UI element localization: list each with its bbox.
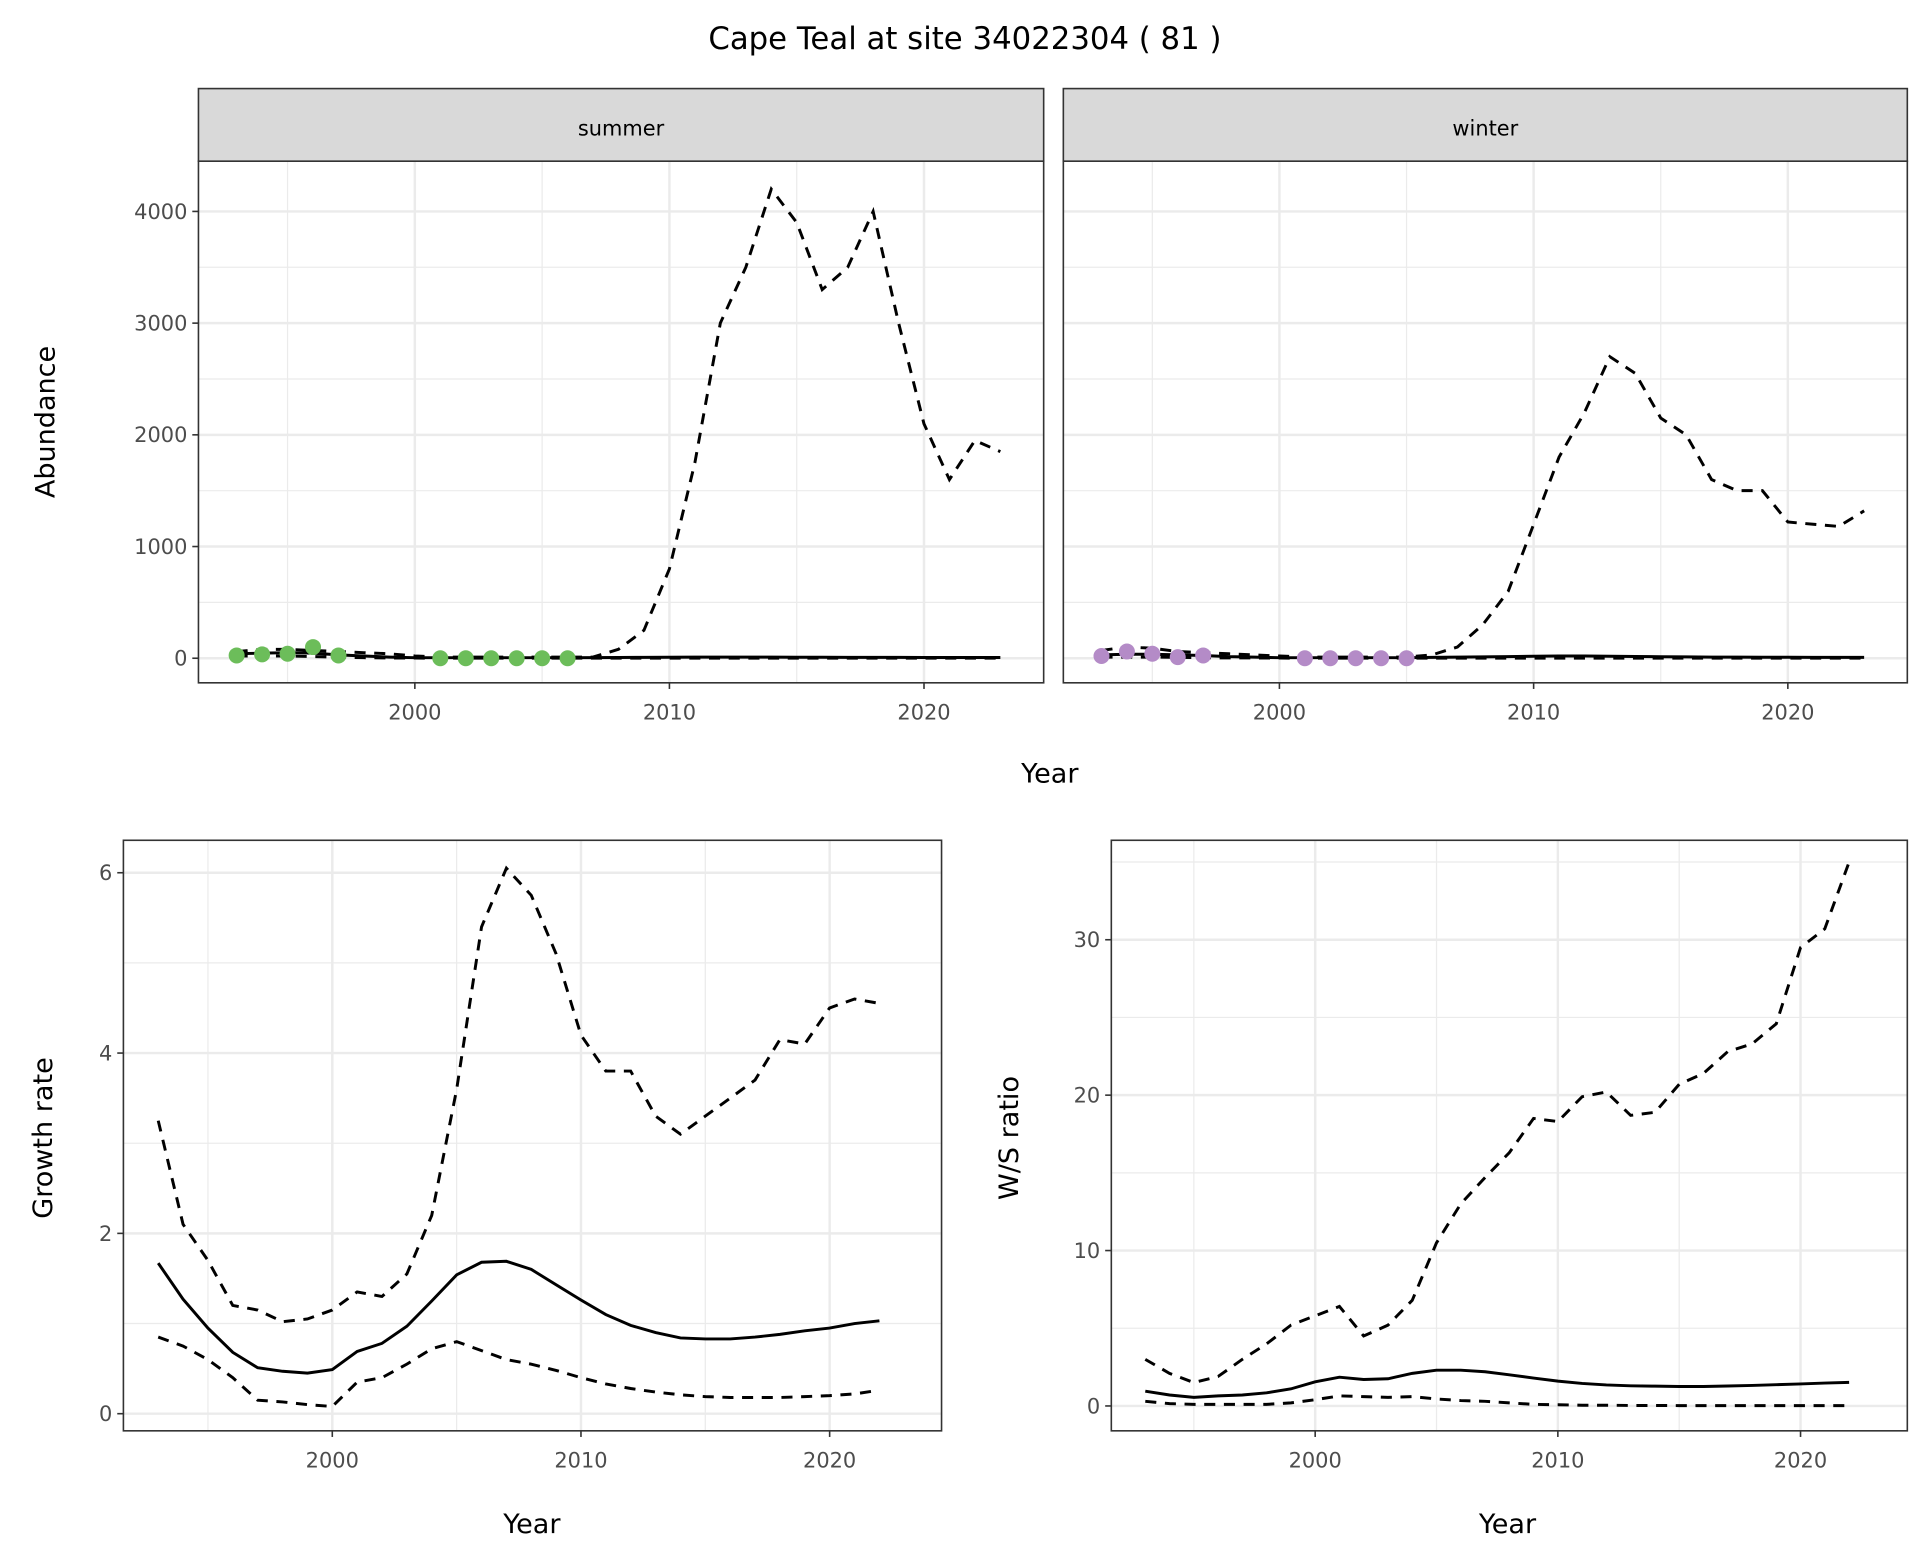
x-tick-label: 2020 [1774, 1449, 1827, 1473]
count-point [330, 647, 347, 664]
count-point [1296, 650, 1313, 667]
x-tick-label: 2010 [643, 701, 696, 725]
count-point [483, 650, 500, 667]
lower-bound-line [236, 654, 1001, 660]
y-tick-label: 6 [99, 861, 112, 885]
upper-bound-line [156, 865, 880, 1324]
y-tick-label: 2000 [134, 423, 187, 447]
count-point [1373, 650, 1390, 667]
upper-bound-line [236, 185, 1001, 659]
chart-title: Cape Teal at site 34022304 ( 81 ) [708, 21, 1221, 57]
lower-bound-line [157, 1335, 880, 1408]
y-tick-label: 2 [99, 1222, 112, 1246]
upper-bound-line [1101, 354, 1865, 659]
plot-background [1063, 161, 1908, 683]
x-tick-label: 2000 [388, 701, 441, 725]
panel-growth: 2000 2010 2020 0 2 4 6 [99, 839, 943, 1473]
panel-border [1110, 839, 1909, 1432]
x-tick-label: 2010 [1531, 1449, 1584, 1473]
lower-bound-line [1101, 655, 1865, 660]
x-axis-label-growth: Year [502, 1509, 561, 1540]
count-point [1118, 643, 1135, 660]
count-point [534, 650, 551, 667]
plot-background [123, 840, 942, 1431]
count-point [1144, 645, 1161, 662]
count-point [1093, 648, 1110, 664]
x-axis-label-abundance: Year [1020, 758, 1079, 789]
count-point [457, 650, 474, 667]
x-tick-label: 2000 [1289, 1449, 1342, 1473]
x-tick-label: 2020 [803, 1449, 856, 1473]
y-tick-label: 4000 [134, 200, 187, 224]
count-point [279, 645, 296, 662]
panel-summer: 2000 2010 2020 0 1000 2000 3000 4000 summer [134, 87, 1045, 725]
count-point [1398, 650, 1415, 667]
count-point [228, 647, 245, 664]
panel-ratio: 2000 2010 2020 0 10 20 30 [1074, 839, 1909, 1473]
y-tick-label: 0 [174, 647, 187, 671]
x-tick-label: 2020 [897, 701, 950, 725]
panel-border [122, 839, 943, 1432]
plot-background [198, 161, 1044, 683]
estimate-line [1145, 1368, 1850, 1399]
count-point [432, 650, 449, 667]
y-tick-label: 1000 [134, 535, 187, 559]
x-tick-label: 2010 [554, 1449, 607, 1473]
y-tick-label: 10 [1074, 1239, 1101, 1263]
count-point [254, 646, 271, 663]
facet-strip-label: summer [578, 116, 665, 140]
count-point [559, 650, 576, 667]
facet-strip [197, 87, 1045, 162]
y-tick-label: 20 [1074, 1084, 1101, 1108]
count-point [1347, 650, 1364, 667]
y-tick-label: 0 [99, 1402, 112, 1426]
facet-strip [1062, 87, 1909, 162]
y-tick-label: 4 [99, 1041, 112, 1065]
count-point [1169, 649, 1186, 666]
y-tick-label: 0 [1087, 1394, 1100, 1418]
x-tick-label: 2000 [306, 1449, 359, 1473]
y-axis-label-ratio: W/S ratio [994, 1076, 1025, 1200]
y-tick-label: 3000 [134, 312, 187, 336]
y-axis-label-abundance: Abundance [31, 346, 62, 498]
x-axis-label-ratio: Year [1478, 1509, 1537, 1540]
estimate-line [157, 1259, 880, 1375]
plot-background [1111, 840, 1908, 1431]
x-tick-label: 2000 [1253, 701, 1306, 725]
count-point [1322, 650, 1339, 667]
x-tick-label: 2020 [1761, 701, 1814, 725]
y-axis-label-growth: Growth rate [28, 1057, 59, 1218]
x-tick-label: 2010 [1507, 701, 1560, 725]
count-point [1195, 647, 1212, 664]
panel-winter: 2000 2010 2020 winter [1062, 87, 1909, 725]
facet-strip-label: winter [1452, 116, 1518, 140]
count-point [305, 639, 322, 656]
upper-bound-line [1144, 861, 1851, 1385]
count-point [508, 650, 525, 667]
y-tick-label: 30 [1074, 928, 1101, 952]
